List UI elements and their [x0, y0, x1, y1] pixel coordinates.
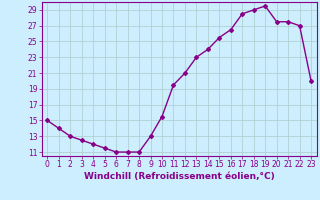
- X-axis label: Windchill (Refroidissement éolien,°C): Windchill (Refroidissement éolien,°C): [84, 172, 275, 181]
